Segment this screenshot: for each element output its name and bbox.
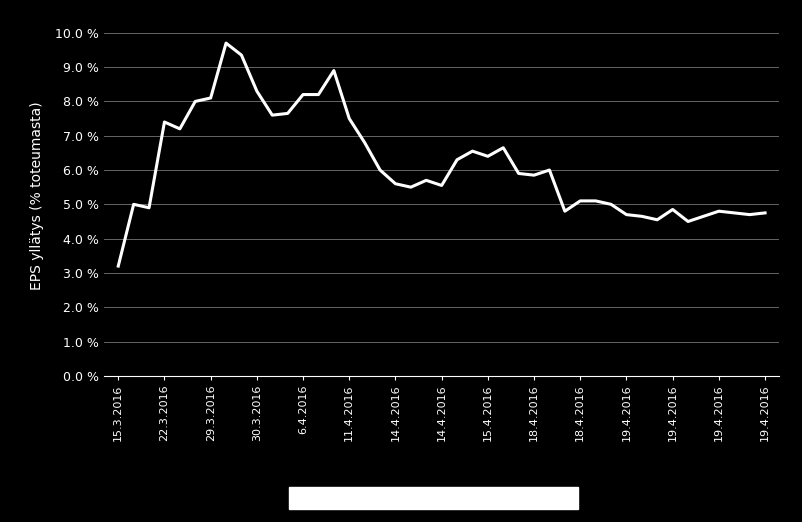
Y-axis label: EPS yllätys (% toteumasta): EPS yllätys (% toteumasta) [30,101,44,290]
